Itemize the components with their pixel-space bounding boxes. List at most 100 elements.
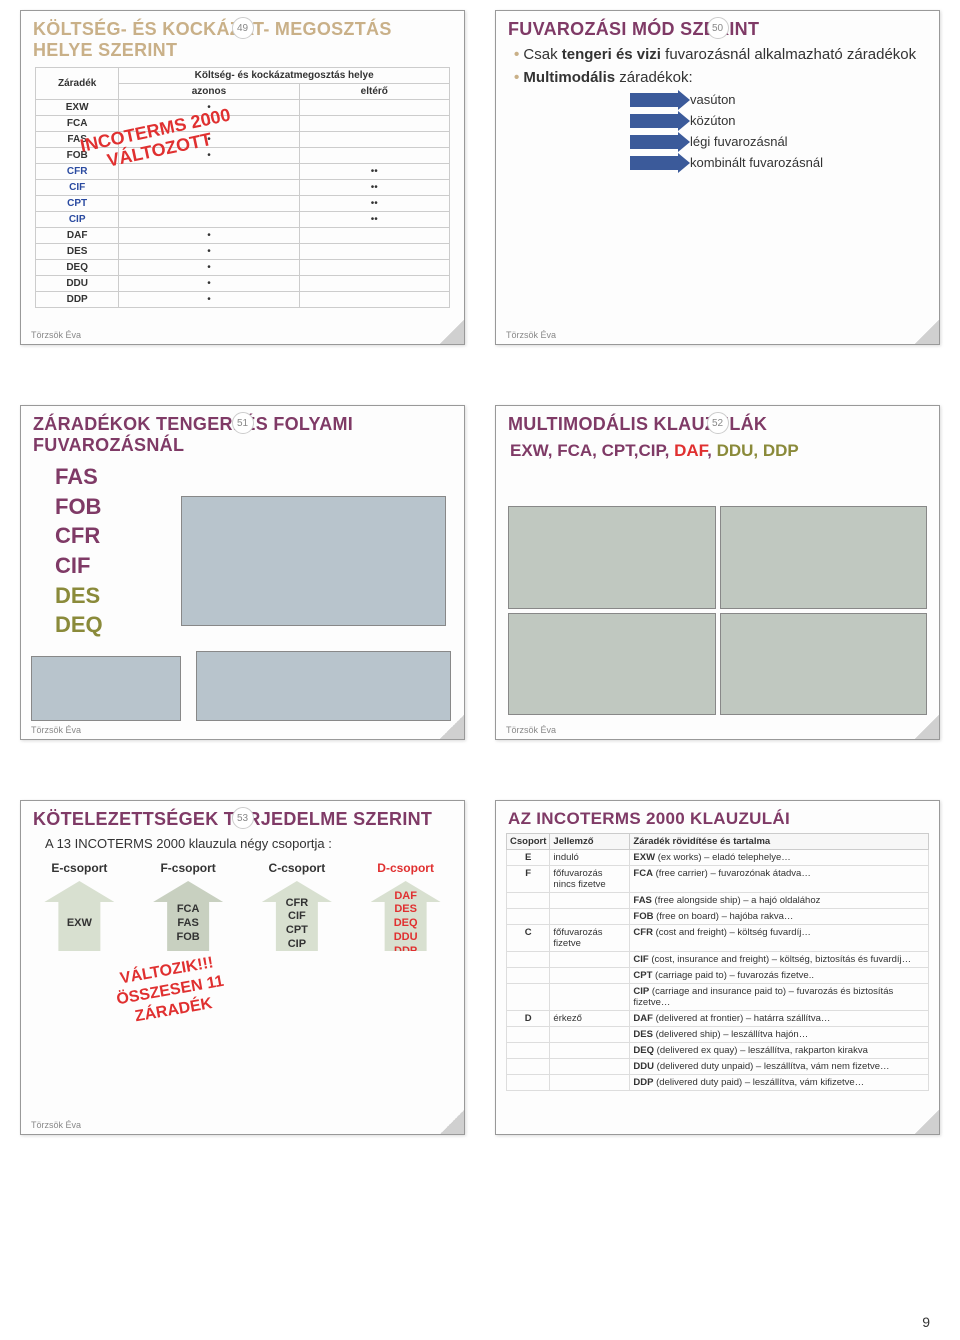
th-azonos: azonos bbox=[119, 84, 299, 100]
slide-corner bbox=[440, 1110, 464, 1134]
table-cell bbox=[550, 1027, 630, 1043]
table-cell: FOB (free on board) – hajóba rakva… bbox=[630, 909, 929, 925]
stamp-overlay: VÁLTOZIK!!! ÖSSZESEN 11 ZÁRADÉK bbox=[112, 952, 229, 1030]
arrow-icon bbox=[630, 135, 680, 149]
transport-image bbox=[720, 613, 928, 716]
transport-image bbox=[508, 613, 716, 716]
author-footer: Törzsök Éva bbox=[31, 725, 81, 735]
arrow-up-icon: FCA FAS FOB bbox=[153, 881, 223, 951]
table-cell: CIF (cost, insurance and freight) – költ… bbox=[630, 952, 929, 968]
author-footer: Törzsök Éva bbox=[506, 725, 556, 735]
table-cell: •• bbox=[299, 164, 449, 180]
table-cell bbox=[299, 244, 449, 260]
bullet-item: Csak tengeri és vizi fuvarozásnál alkalm… bbox=[514, 46, 925, 63]
table-cell: DES bbox=[36, 244, 119, 260]
th-tartalom: Záradék rövidítése és tartalma bbox=[630, 834, 929, 850]
slide-54: AZ INCOTERMS 2000 KLAUZULÁI Csoport Jell… bbox=[495, 800, 940, 1135]
slide-title: AZ INCOTERMS 2000 KLAUZULÁI bbox=[496, 801, 939, 831]
author-footer: Törzsök Éva bbox=[506, 330, 556, 340]
table-cell bbox=[550, 1075, 630, 1091]
sub-item: légi fuvarozásnál bbox=[630, 134, 925, 149]
table-cell: CPT (carriage paid to) – fuvarozás fizet… bbox=[630, 968, 929, 984]
slide-number: 50 bbox=[707, 17, 729, 39]
table-cell bbox=[507, 984, 550, 1011]
subtitle: EXW, FCA, CPT,CIP, DAF, DDU, DDP bbox=[496, 437, 939, 465]
table-cell: • bbox=[119, 292, 299, 308]
slide-content: Csak tengeri és vizi fuvarozásnál alkalm… bbox=[496, 42, 939, 184]
table-cell bbox=[507, 952, 550, 968]
slide-number: 52 bbox=[707, 412, 729, 434]
slide-number: 49 bbox=[232, 17, 254, 39]
transport-image bbox=[508, 506, 716, 609]
table-cell: E bbox=[507, 850, 550, 866]
group-f: F-csoport FCA FAS FOB bbox=[140, 861, 237, 951]
table-cell: FCA (free carrier) – fuvarozónak átadva… bbox=[630, 866, 929, 893]
table-cell: • bbox=[119, 148, 299, 164]
table-cell: D bbox=[507, 1011, 550, 1027]
incoterms-table: Csoport Jellemző Záradék rövidítése és t… bbox=[506, 833, 929, 1091]
table-cell: • bbox=[119, 228, 299, 244]
table-cell: főfuvarozás fizetve bbox=[550, 925, 630, 952]
arrow-icon bbox=[630, 114, 680, 128]
table-cell bbox=[550, 984, 630, 1011]
subtitle: A 13 INCOTERMS 2000 klauzula négy csopor… bbox=[21, 832, 464, 859]
table-cell: induló bbox=[550, 850, 630, 866]
image-grid bbox=[508, 506, 927, 715]
table-cell: • bbox=[119, 260, 299, 276]
arrow-icon bbox=[630, 156, 680, 170]
author-footer: Törzsök Éva bbox=[31, 1120, 81, 1130]
table-cell bbox=[299, 132, 449, 148]
table-cell bbox=[299, 100, 449, 116]
sub-item: vasúton bbox=[630, 92, 925, 107]
slide-number: 53 bbox=[232, 807, 254, 829]
table-cell: főfuvarozás nincs fizetve bbox=[550, 866, 630, 893]
sub-item: kombinált fuvarozásnál bbox=[630, 155, 925, 170]
table-cell: •• bbox=[299, 212, 449, 228]
table-cell: CIP bbox=[36, 212, 119, 228]
table-cell: DEQ bbox=[36, 260, 119, 276]
ship-image-wide bbox=[196, 651, 451, 721]
table-cell: DES (delivered ship) – leszállítva hajón… bbox=[630, 1027, 929, 1043]
slide-corner bbox=[440, 320, 464, 344]
table-cell: • bbox=[119, 244, 299, 260]
sub-list: vasúton közúton légi fuvarozásnál kombinált… bbox=[630, 92, 925, 170]
table-cell: DEQ (delivered ex quay) – leszállítva, r… bbox=[630, 1043, 929, 1059]
arrow-icon bbox=[630, 93, 680, 107]
table-cell: EXW bbox=[36, 100, 119, 116]
table-cell: • bbox=[119, 116, 299, 132]
table-cell bbox=[299, 228, 449, 244]
arrow-up-icon: DAF DES DEQ DDU DDP bbox=[371, 881, 441, 951]
table-cell: EXW (ex works) – eladó telephelye… bbox=[630, 850, 929, 866]
table-cell: F bbox=[507, 866, 550, 893]
slide-50: 50 FUVAROZÁSI MÓD SZERINT Csak tengeri é… bbox=[495, 10, 940, 345]
ship-image-small bbox=[31, 656, 181, 721]
sub-item: közúton bbox=[630, 113, 925, 128]
group-d: D-csoport DAF DES DEQ DDU DDP bbox=[357, 861, 454, 951]
table-cell: DAF (delivered at frontier) – határra sz… bbox=[630, 1011, 929, 1027]
th-csoport: Csoport bbox=[507, 834, 550, 850]
table-cell bbox=[507, 893, 550, 909]
slide-corner bbox=[915, 320, 939, 344]
group-e: E-csoport EXW bbox=[31, 861, 128, 951]
cost-risk-table: Záradék Költség- és kockázatmegosztás he… bbox=[35, 67, 450, 308]
table-cell: C bbox=[507, 925, 550, 952]
slide-content: Záradék Költség- és kockázatmegosztás he… bbox=[21, 63, 464, 316]
table-cell: CFR (cost and freight) – költség fuvardí… bbox=[630, 925, 929, 952]
table-cell bbox=[550, 952, 630, 968]
table-cell bbox=[507, 1043, 550, 1059]
slide-number: 51 bbox=[232, 412, 254, 434]
table-cell: érkező bbox=[550, 1011, 630, 1027]
table-cell: DDU bbox=[36, 276, 119, 292]
page-number: 9 bbox=[922, 1314, 930, 1330]
author-footer: Törzsök Éva bbox=[31, 330, 81, 340]
table-cell: • bbox=[119, 276, 299, 292]
bullet-item: Multimodális záradékok: bbox=[514, 69, 925, 86]
table-cell bbox=[550, 1043, 630, 1059]
table-cell: FCA bbox=[36, 116, 119, 132]
th-eltero: eltérő bbox=[299, 84, 449, 100]
table-cell: DAF bbox=[36, 228, 119, 244]
table-cell bbox=[119, 180, 299, 196]
table-cell bbox=[550, 1059, 630, 1075]
group-row: E-csoport EXW F-csoport FCA FAS FOB C-cs… bbox=[21, 859, 464, 953]
table-cell: DDU (delivered duty unpaid) – leszállítv… bbox=[630, 1059, 929, 1075]
